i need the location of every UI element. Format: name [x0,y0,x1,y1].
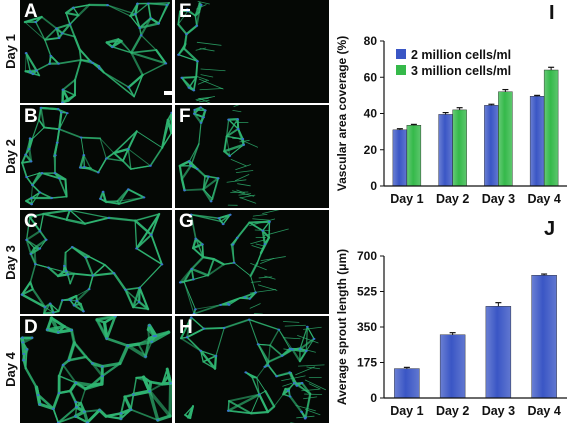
sprouting-front-image [178,210,289,314]
scale-bar [164,91,172,95]
sprouting-front-image [177,0,226,103]
panel-letter: D [24,317,38,338]
sprouting-front-image [180,316,326,423]
bar [531,275,557,399]
x-tick-label: Day 1 [390,192,423,206]
bar [394,368,420,399]
micrograph-panel-e: E [175,0,329,103]
y-tick-label: 40 [364,107,378,121]
bar [485,306,512,399]
chart-letter-j: J [544,218,556,240]
bar [439,334,466,399]
legend-swatch [396,49,406,59]
x-tick-label: Day 1 [390,404,423,418]
chart-letter-i: I [549,2,555,24]
x-tick-label: Day 4 [527,404,560,418]
network-strands [21,106,172,206]
sprouting-front-image [178,105,259,206]
y-tick-label: 60 [364,70,378,84]
micrograph-panel-a: A [20,0,172,103]
y-tick-label: 350 [357,320,377,334]
panel-letter: F [179,106,191,127]
network-strands [178,105,259,206]
y-tick-label: 175 [357,356,377,370]
micrograph-panel-c: C [20,210,172,314]
vascular-network-image [23,1,170,103]
y-axis-label: Vascular area coverage (%) [335,36,349,191]
micrograph-panel-d: D [20,316,172,423]
y-tick-label: 0 [370,391,377,405]
cell-nuclei [183,106,246,203]
panel-letter: E [179,1,192,22]
micrograph-panel-h: H [175,316,329,423]
x-tick-label: Day 3 [482,192,515,206]
network-strands [20,316,172,423]
legend-label: 3 million cells/ml [411,64,511,78]
legend-swatch [396,65,406,75]
micrograph-panel-f: F [175,105,329,208]
x-tick-label: Day 2 [436,404,469,418]
micrograph-panel-g: G [175,210,329,314]
cell-nuclei [21,316,172,423]
network-strands [179,210,289,314]
x-tick-label: Day 4 [527,192,560,206]
x-tick-label: Day 3 [482,404,515,418]
y-tick-label: 80 [364,34,378,48]
y-tick-label: 700 [357,249,377,263]
cell-nuclei [20,210,164,314]
y-tick-label: 20 [364,143,378,157]
vascular-network-image [20,316,172,423]
panel-letter: G [179,211,194,232]
micrograph-panel-b: B [20,105,172,208]
y-axis-label: Average sprout length (μm) [335,249,349,405]
cell-nuclei [185,316,316,420]
cell-nuclei [24,2,169,103]
panel-letter: B [24,106,38,127]
cell-nuclei [178,213,271,314]
legend-label: 2 million cells/ml [411,48,511,62]
network-strands [20,210,163,314]
cell-nuclei [24,106,172,206]
vascular-network-image [20,210,164,314]
x-tick-label: Day 2 [436,192,469,206]
y-tick-label: 0 [370,179,377,193]
y-tick-label: 525 [357,285,377,299]
panel-letter: A [24,1,38,22]
cell-nuclei [177,3,203,92]
panel-letter: H [179,317,193,338]
panel-letter: C [24,211,38,232]
vascular-network-image [21,106,172,206]
